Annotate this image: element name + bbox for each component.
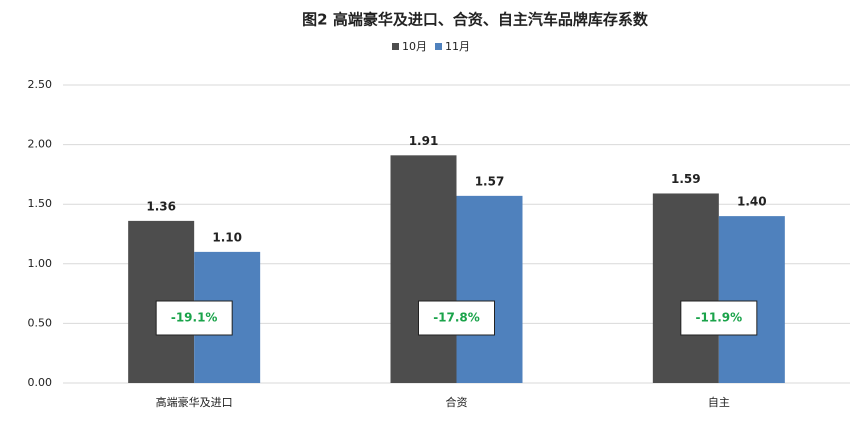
- value-label: 1.40: [737, 195, 767, 209]
- legend-label: 11月: [445, 40, 470, 53]
- value-label: 1.59: [671, 172, 701, 186]
- x-tick-label: 高端豪华及进口: [156, 395, 233, 409]
- y-tick-label: 0.00: [28, 376, 53, 389]
- annotation: -11.9%: [696, 311, 743, 325]
- y-tick-label: 0.50: [28, 316, 53, 329]
- bar: [652, 193, 719, 383]
- value-label: 1.91: [409, 134, 439, 148]
- bar: [456, 195, 523, 383]
- value-label: 1.57: [475, 174, 505, 188]
- x-tick-label: 合资: [446, 395, 468, 409]
- y-tick-label: 2.00: [28, 138, 53, 151]
- legend-label: 10月: [402, 40, 427, 53]
- x-tick-label: 自主: [708, 396, 730, 409]
- y-tick-label: 2.50: [28, 78, 53, 91]
- annotation-box: [418, 300, 495, 336]
- annotation-box: [680, 300, 758, 336]
- y-tick-label: 1.00: [28, 257, 53, 270]
- chart-title: 图2 高端豪华及进口、合资、自主汽车品牌库存系数: [302, 11, 649, 29]
- annotation: -17.8%: [433, 311, 480, 325]
- y-tick-label: 1.50: [28, 197, 53, 210]
- bar: [390, 155, 457, 383]
- bar: [718, 216, 785, 383]
- value-label: 1.10: [212, 230, 242, 244]
- legend-swatch: [392, 43, 399, 50]
- value-label: 1.36: [146, 199, 176, 213]
- annotation: -19.1%: [171, 311, 218, 325]
- legend-swatch: [435, 43, 442, 50]
- annotation-box: [155, 300, 233, 336]
